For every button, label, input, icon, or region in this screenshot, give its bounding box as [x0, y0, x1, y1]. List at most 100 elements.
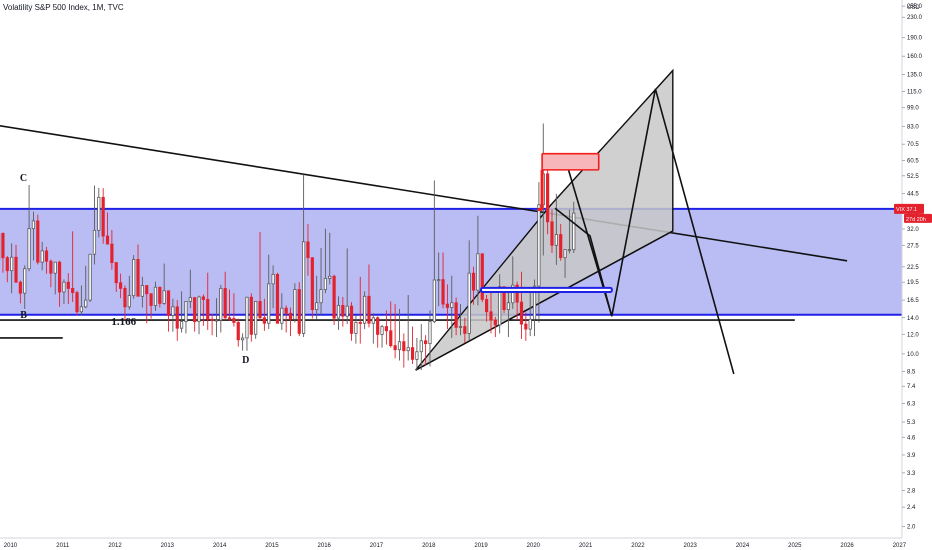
- x-tick-label: 2014: [213, 543, 227, 549]
- countdown-text: 27d 20h: [906, 217, 926, 223]
- candle-body: [23, 268, 27, 294]
- candle-body: [49, 260, 53, 274]
- x-tick-label: 2022: [631, 543, 645, 549]
- candle-body: [546, 173, 550, 223]
- candle-body: [179, 321, 184, 329]
- candle-body: [79, 306, 83, 313]
- candle-body: [519, 301, 524, 325]
- x-tick-label: 2025: [788, 543, 802, 549]
- candle-body: [62, 281, 66, 293]
- candle-body: [485, 299, 489, 313]
- wave-label: 1.166: [111, 316, 136, 328]
- candle-body: [354, 322, 358, 334]
- candle-body: [232, 318, 236, 323]
- candle-body: [123, 288, 127, 308]
- candle-body: [480, 253, 484, 300]
- candle-body: [258, 301, 262, 319]
- price-tags: VIX 37.1 27d 20h: [894, 203, 932, 223]
- y-axis-unit: USD: [907, 5, 920, 11]
- candle-body: [14, 256, 18, 283]
- y-tick-label: 22.5: [907, 265, 919, 271]
- candle-body: [463, 326, 467, 334]
- candle-body: [332, 275, 336, 319]
- candle-body: [175, 306, 179, 329]
- candle-body: [384, 326, 388, 332]
- candle-body: [550, 221, 554, 246]
- y-tick-label: 2.0: [907, 525, 916, 531]
- y-axis: 255.0 230.0 190.0 160.0 135.0 115.0 99.0 83.0 70…: [902, 4, 923, 531]
- candle-body: [92, 229, 97, 255]
- candle-body: [363, 295, 367, 324]
- candle-body: [193, 297, 197, 323]
- y-tick-label: 19.5: [907, 280, 919, 286]
- candle-body: [515, 284, 519, 303]
- candle-body: [341, 305, 345, 317]
- candle-body: [567, 249, 572, 252]
- candle-body: [271, 273, 275, 285]
- candle-body: [227, 317, 232, 320]
- candle-body: [506, 302, 511, 311]
- candle-body: [528, 318, 532, 330]
- candle-body: [153, 286, 158, 306]
- candle-body: [432, 279, 436, 323]
- wave-label: B: [20, 310, 27, 321]
- candle-body: [454, 302, 458, 328]
- candle-body: [145, 285, 149, 295]
- x-tick-label: 2018: [422, 543, 436, 549]
- y-tick-label: 83.0: [907, 125, 919, 131]
- y-tick-label: 60.5: [907, 159, 919, 165]
- candle-body: [419, 340, 423, 353]
- candle-body: [210, 318, 214, 321]
- candle-body: [498, 286, 502, 326]
- candle-body: [254, 301, 258, 335]
- candle-body: [40, 250, 44, 263]
- candle-body: [184, 301, 188, 323]
- candle-body: [75, 292, 79, 313]
- candle-body: [559, 234, 563, 259]
- candle-body: [345, 305, 349, 317]
- candle-body: [415, 351, 419, 360]
- candle-body: [471, 272, 476, 291]
- x-tick-label: 2019: [474, 543, 488, 549]
- y-tick-label: 255.0: [907, 4, 923, 10]
- candle-body: [424, 340, 428, 345]
- candle-body: [97, 196, 101, 231]
- candle-body: [428, 321, 432, 345]
- candle-body: [18, 281, 22, 294]
- candle-body: [280, 307, 284, 324]
- candle-body: [380, 326, 384, 335]
- candle-body: [502, 286, 506, 311]
- y-tick-label: 52.5: [907, 174, 919, 180]
- wave-label: C: [20, 173, 27, 184]
- x-tick-label: 2020: [527, 543, 541, 549]
- candle-body: [262, 317, 266, 324]
- candle-body: [84, 299, 88, 308]
- candle-body: [389, 330, 393, 347]
- candle-body: [1, 233, 5, 259]
- candle-body: [445, 303, 450, 308]
- candle-body: [376, 317, 380, 335]
- chart-title: Volatility S&P 500 Index, 1M, TVC: [3, 3, 124, 12]
- y-tick-label: 44.5: [907, 192, 919, 198]
- x-tick-label: 2024: [736, 543, 750, 549]
- candle-body: [410, 347, 415, 360]
- candle-body: [275, 273, 280, 324]
- x-tick-label: 2026: [840, 543, 854, 549]
- candle-body: [236, 322, 240, 341]
- x-tick-label: 2013: [161, 543, 175, 549]
- trend-line: [0, 124, 848, 262]
- candle-body: [297, 289, 301, 334]
- candle-body: [241, 337, 245, 341]
- candle-body: [450, 302, 454, 308]
- y-tick-label: 160.0: [907, 54, 923, 60]
- x-tick-label: 2027: [893, 543, 907, 549]
- candle-body: [57, 261, 62, 293]
- candle-body: [537, 204, 541, 287]
- x-tick-label: 2010: [4, 543, 18, 549]
- y-tick-label: 3.9: [907, 453, 916, 459]
- candle-body: [349, 305, 354, 334]
- candle-body: [149, 293, 153, 306]
- candle-body: [406, 347, 410, 352]
- x-tick-label: 2016: [318, 543, 332, 549]
